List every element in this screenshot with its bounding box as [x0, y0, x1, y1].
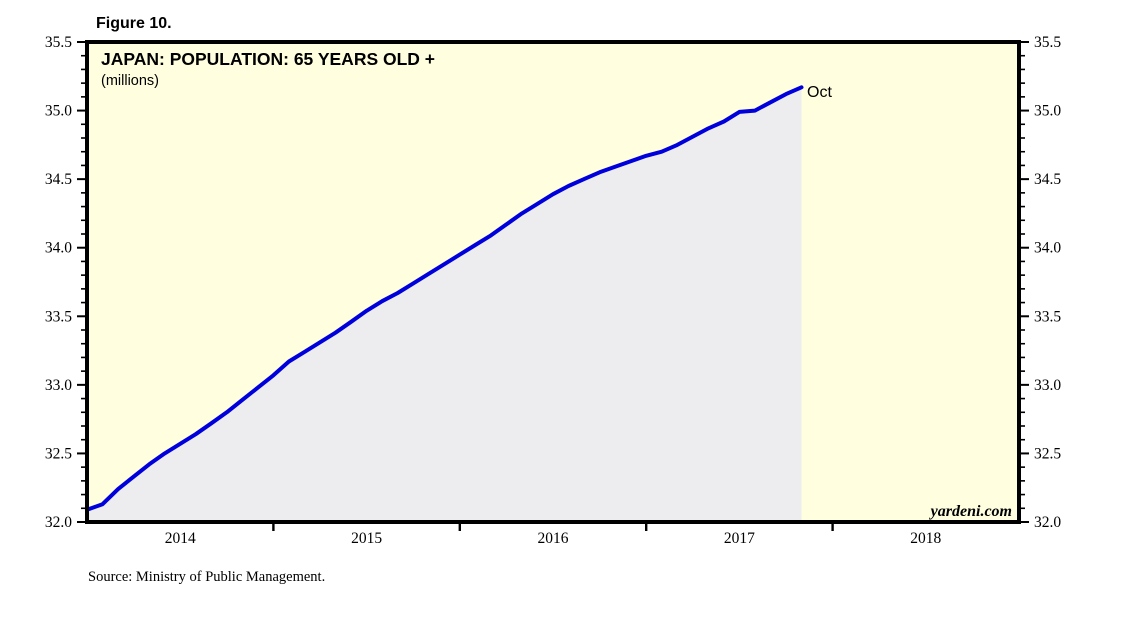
- y-axis-label-left: 35.0: [45, 103, 72, 120]
- x-axis-year-label: 2015: [351, 530, 382, 547]
- y-axis-label-left: 34.5: [45, 171, 72, 188]
- x-axis-year-label: 2016: [538, 530, 569, 547]
- plot-border: [85, 40, 1021, 524]
- y-axis-label-right: 34.5: [1034, 171, 1061, 188]
- axis-ticks-layer: 32.0 32.0 32.5 32.5 33.0 33.0 33.5 33.5 34.0 34.0…: [45, 34, 1062, 547]
- y-axis-label-right: 35.5: [1034, 34, 1061, 51]
- watermark: yardeni.com: [929, 503, 1012, 520]
- y-axis-label-right: 33.5: [1034, 308, 1061, 325]
- population-line: [85, 85, 804, 512]
- x-axis-year-label: 2017: [724, 530, 755, 547]
- y-axis-label-left: 32.0: [45, 514, 72, 531]
- y-axis-label-right: 32.0: [1034, 514, 1061, 531]
- chart-title: JAPAN: POPULATION: 65 YEARS OLD +: [101, 49, 435, 69]
- y-axis-label-right: 32.5: [1034, 445, 1061, 462]
- x-axis-year-label: 2014: [165, 530, 196, 547]
- source-note: Source: Ministry of Public Management.: [88, 569, 325, 585]
- y-axis-label-left: 32.5: [45, 445, 72, 462]
- y-axis-label-right: 35.0: [1034, 103, 1061, 120]
- chart-subtitle: (millions): [101, 73, 159, 89]
- x-axis-year-label: 2018: [910, 530, 941, 547]
- y-axis-label-left: 33.0: [45, 377, 72, 394]
- line-series-layer: [85, 85, 804, 512]
- area-fill-layer: [87, 87, 802, 523]
- area-under-line: [87, 87, 802, 523]
- y-axis-label-left: 35.5: [45, 34, 72, 51]
- y-axis-label-right: 34.0: [1034, 240, 1061, 257]
- y-axis-label-right: 33.0: [1034, 377, 1061, 394]
- figure-label: Figure 10.: [96, 15, 172, 32]
- y-axis-label-left: 33.5: [45, 308, 72, 325]
- last-point-annotation: Oct: [807, 84, 832, 101]
- y-axis-label-left: 34.0: [45, 240, 72, 257]
